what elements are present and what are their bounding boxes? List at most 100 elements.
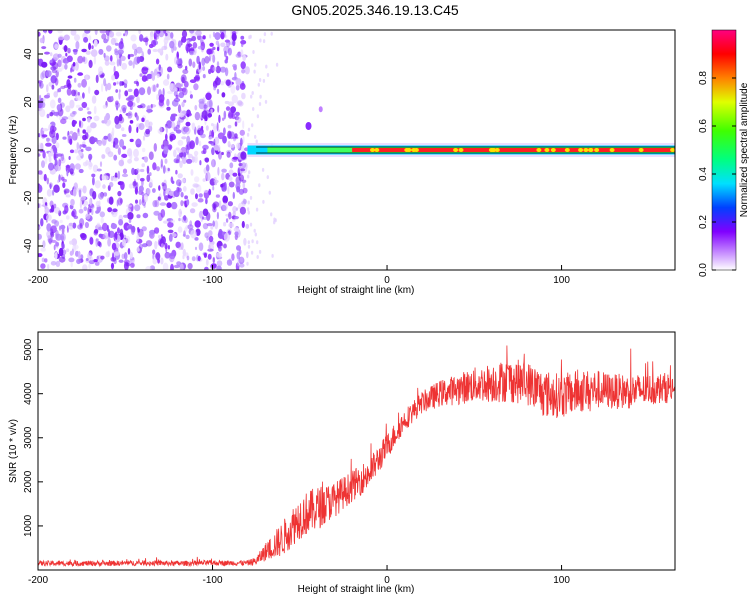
- noise-blob: [226, 151, 231, 158]
- noise-blob: [243, 237, 247, 246]
- x-tick-label: -100: [203, 575, 223, 586]
- noise-blob: [186, 255, 190, 261]
- noise-blob: [38, 226, 41, 230]
- noise-blob: [240, 137, 243, 147]
- noise-blob: [188, 58, 193, 67]
- colorbar: 0.0 0.2 0.4 0.6 0.8 Normalized spectral ampl…: [698, 29, 750, 277]
- noise-blob: [119, 228, 124, 237]
- noise-blob: [177, 226, 183, 233]
- noise-blob: [195, 246, 197, 251]
- noise-blob: [107, 207, 113, 213]
- noise-blob: [186, 199, 190, 206]
- noise-blob: [115, 89, 119, 93]
- noise-blob: [199, 160, 202, 166]
- noise-blob: [82, 134, 87, 141]
- noise-blob: [99, 161, 103, 168]
- noise-blob: [98, 66, 103, 75]
- noise-blob: [142, 212, 149, 219]
- noise-blob: [187, 153, 193, 159]
- noise-blob: [57, 53, 62, 58]
- noise-blob: [48, 156, 52, 163]
- noise-blob: [46, 214, 52, 222]
- noise-blob: [189, 140, 196, 150]
- noise-blob: [147, 48, 151, 55]
- noise-blob: [189, 94, 193, 99]
- noise-blob: [241, 162, 247, 169]
- noise-blob: [203, 103, 207, 113]
- noise-blob: [199, 130, 203, 136]
- noise-blob: [88, 199, 92, 205]
- noise-blob: [53, 244, 56, 251]
- noise-blob: [207, 113, 212, 118]
- noise-blob: [197, 125, 201, 131]
- noise-blob: [40, 72, 45, 80]
- noise-blob: [197, 45, 204, 50]
- noise-blob: [69, 99, 75, 109]
- noise-blob: [97, 241, 101, 247]
- noise-blob: [247, 200, 250, 205]
- noise-blob: [143, 156, 149, 163]
- y-tick-label: 4000: [23, 382, 34, 405]
- noise-blob: [144, 119, 150, 128]
- noise-blob: [166, 98, 170, 107]
- noise-blob: [68, 156, 71, 160]
- noise-blob: [103, 38, 108, 44]
- noise-blob: [127, 111, 133, 119]
- noise-blob: [163, 189, 166, 197]
- noise-blob: [83, 206, 88, 212]
- noise-blob: [209, 34, 212, 39]
- noise-blob: [122, 107, 127, 114]
- noise-blob: [129, 251, 133, 259]
- signal-hotspot: [406, 148, 412, 152]
- noise-blob: [87, 117, 91, 123]
- noise-blob: [54, 77, 59, 86]
- noise-blob: [228, 101, 234, 107]
- noise-blob: [221, 151, 224, 156]
- snr-frame: [37, 331, 676, 571]
- noise-blob: [212, 220, 215, 227]
- noise-blob: [177, 139, 184, 146]
- noise-blob: [99, 30, 107, 34]
- noise-blob: [79, 195, 86, 201]
- noise-blob: [247, 174, 250, 179]
- signal-hotspot: [564, 148, 570, 152]
- noise-blob: [231, 94, 238, 104]
- noise-blob: [82, 141, 86, 145]
- noise-blob: [167, 66, 173, 73]
- noise-blob: [225, 106, 231, 111]
- noise-blob: [55, 142, 60, 149]
- noise-blob: [72, 188, 77, 197]
- noise-blob: [88, 161, 93, 170]
- noise-blob: [213, 144, 219, 151]
- noise-blob: [41, 257, 45, 263]
- noise-blob: [254, 62, 257, 67]
- noise-blob: [76, 132, 81, 137]
- noise-blob: [114, 50, 120, 56]
- noise-blob: [138, 243, 143, 250]
- noise-blob: [98, 233, 103, 238]
- noise-blob: [50, 225, 57, 234]
- noise-blob: [205, 164, 210, 172]
- noise-blob: [85, 213, 91, 220]
- noise-blob: [117, 197, 123, 206]
- noise-blob: [204, 157, 210, 163]
- noise-blob: [242, 181, 246, 190]
- noise-blob: [194, 176, 200, 183]
- snr-x-axis-label: Height of straight line (km): [298, 584, 415, 595]
- noise-blob: [152, 249, 156, 255]
- noise-blob: [273, 220, 276, 225]
- noise-blob: [156, 94, 159, 101]
- noise-blob: [216, 88, 220, 95]
- noise-blob: [42, 128, 49, 132]
- noise-blob: [59, 219, 63, 224]
- noise-blob: [209, 178, 216, 186]
- noise-blob: [197, 198, 204, 203]
- noise-blob: [110, 175, 114, 182]
- noise-blob: [251, 239, 254, 244]
- noise-blob: [235, 78, 242, 86]
- noise-blob: [202, 35, 206, 40]
- noise-blob: [86, 107, 90, 111]
- noise-blob: [132, 61, 135, 69]
- noise-blob: [218, 114, 221, 124]
